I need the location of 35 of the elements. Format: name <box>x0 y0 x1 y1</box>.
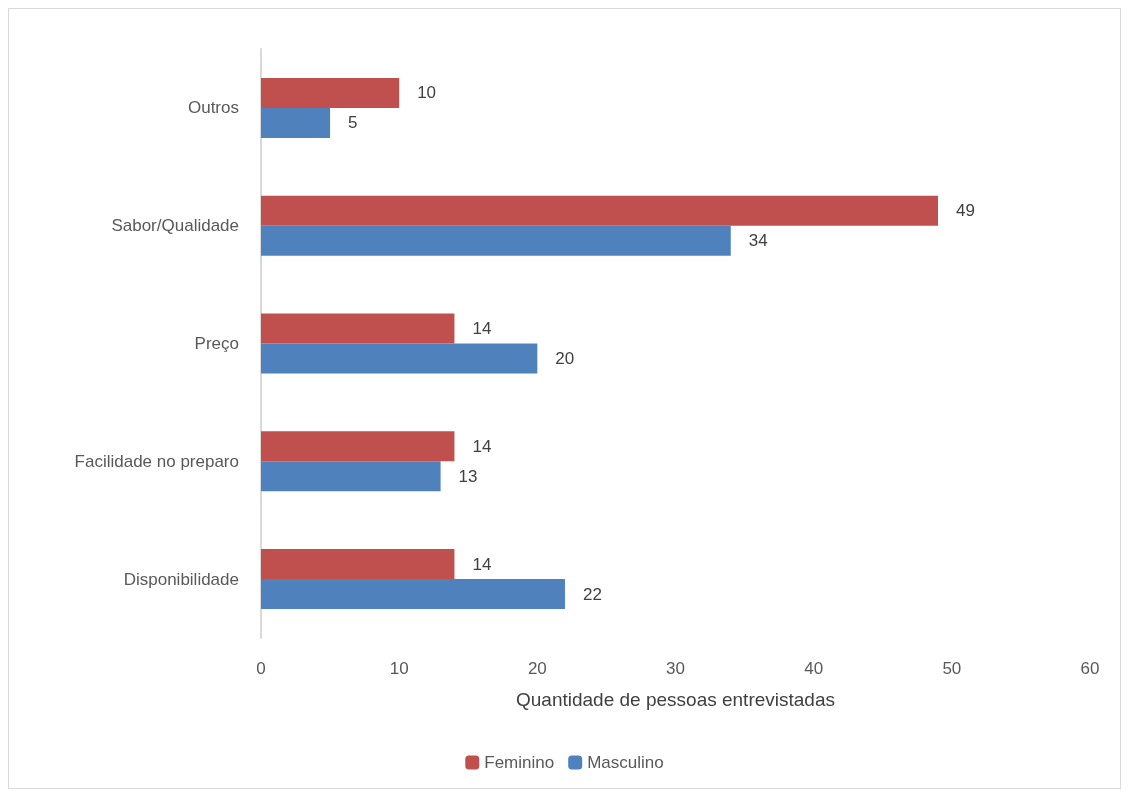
data-label: 22 <box>582 584 602 604</box>
x-tick-label: 0 <box>256 659 266 678</box>
bar <box>261 77 400 108</box>
data-label: 5 <box>348 113 358 133</box>
y-tick-label: Disponibilidade <box>123 569 239 589</box>
bar <box>261 549 455 580</box>
y-tick-label: Outros <box>187 98 239 118</box>
x-axis-title: Quantidade de pessoas entrevistadas <box>516 689 835 710</box>
legend-label: Masculino <box>587 753 664 772</box>
x-tick-label: 60 <box>1080 659 1100 678</box>
bar <box>261 343 538 374</box>
y-tick-label: Facilidade no preparo <box>74 451 239 471</box>
bar <box>261 431 455 462</box>
y-tick-label: Preço <box>194 334 239 353</box>
bar <box>261 107 331 138</box>
bar <box>261 313 455 344</box>
data-label: 14 <box>472 319 492 338</box>
data-label: 13 <box>458 466 478 486</box>
data-label: 34 <box>748 231 768 251</box>
bar <box>261 195 939 226</box>
data-label: 14 <box>472 436 492 456</box>
bar <box>261 461 441 492</box>
y-tick-label: Sabor/Qualidade <box>111 216 239 236</box>
x-tick-label: 20 <box>527 659 547 678</box>
bar <box>261 225 731 256</box>
x-tick-label: 30 <box>666 659 685 678</box>
data-label: 20 <box>555 349 575 368</box>
data-label: 14 <box>472 554 492 574</box>
bar <box>261 579 565 610</box>
data-label: 10 <box>417 83 437 103</box>
x-tick-label: 50 <box>942 659 962 678</box>
legend-label: Feminino <box>484 753 555 772</box>
x-tick-label: 40 <box>804 659 824 678</box>
x-tick-label: 10 <box>389 659 409 678</box>
data-label: 49 <box>956 201 975 221</box>
